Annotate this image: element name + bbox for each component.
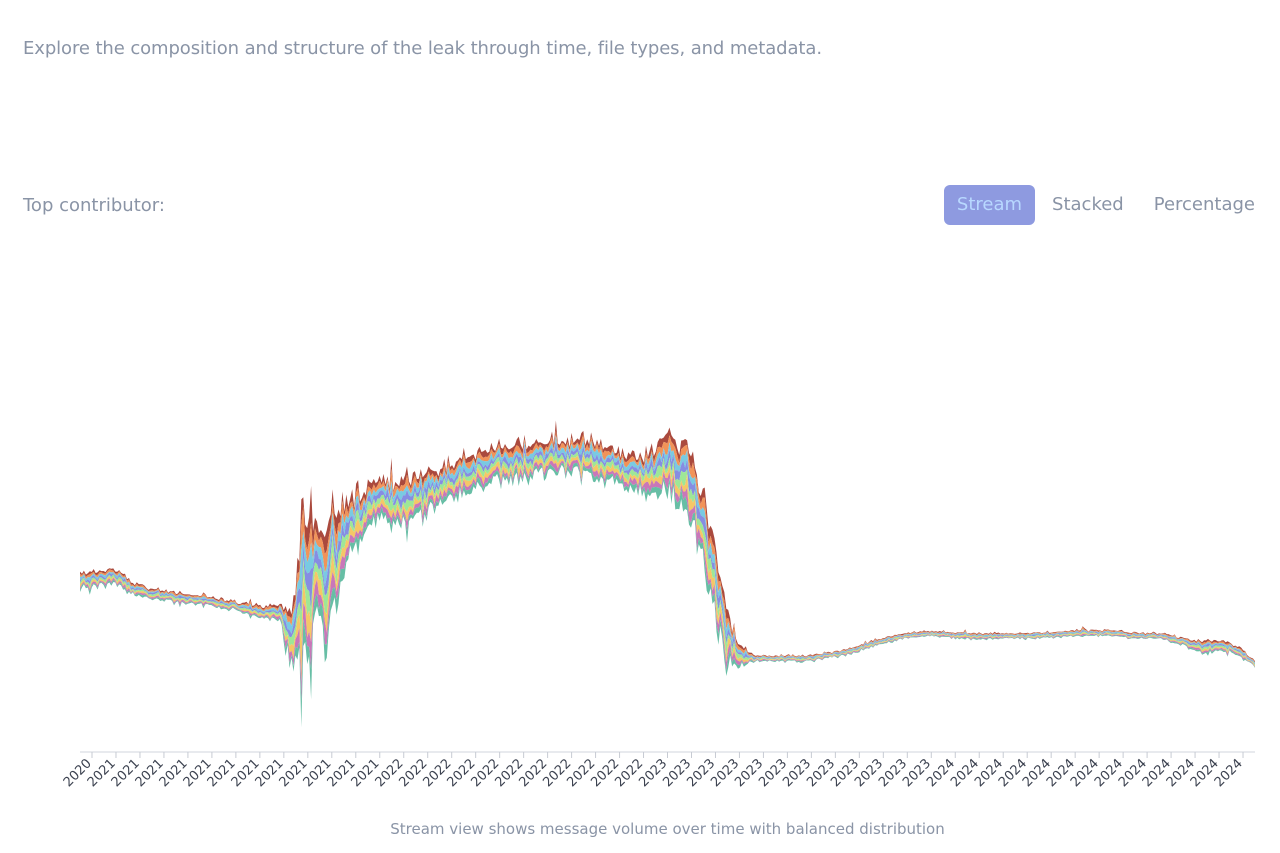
- stream-layer-4: [80, 441, 1255, 665]
- page-description: Explore the composition and structure of…: [23, 38, 822, 59]
- x-axis: 2020202120212021202120212021202120212021…: [61, 751, 1255, 790]
- stream-layer-1: [80, 420, 1255, 663]
- stream-view-button[interactable]: Stream: [943, 185, 1036, 225]
- x-tick-label: 2024: [1212, 756, 1246, 790]
- chart-caption: Stream view shows message volume over ti…: [390, 820, 945, 838]
- stream-layer-8: [80, 462, 1255, 728]
- streamgraph-chart: 2020202120212021202120212021202120212021…: [61, 420, 1255, 790]
- stacked-view-button[interactable]: Stacked: [1039, 185, 1137, 225]
- stream-layer-3: [80, 435, 1255, 664]
- top-contributor-label: Top contributor:: [23, 195, 165, 216]
- percentage-view-button[interactable]: Percentage: [1141, 185, 1268, 225]
- view-toggle-group: Stream Stacked Percentage: [943, 185, 1268, 225]
- stream-layer-2: [80, 430, 1255, 663]
- stream-layers: [80, 420, 1255, 728]
